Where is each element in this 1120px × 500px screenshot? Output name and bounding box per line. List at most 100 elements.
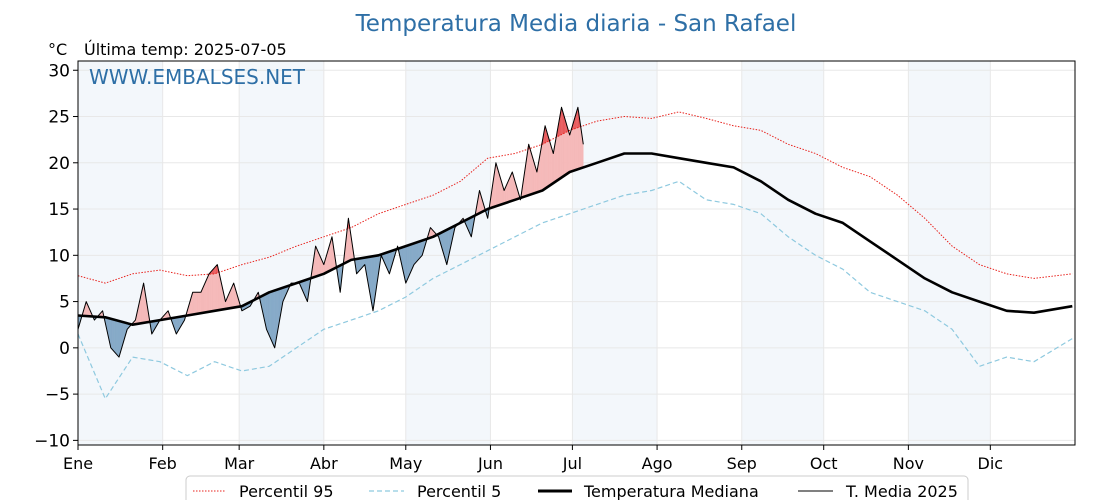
fill-below-median: [271, 290, 274, 345]
fill-above-median: [204, 279, 207, 313]
legend: Percentil 95 Percentil 5 Temperatura Med…: [185, 475, 969, 500]
x-tick-label: Ene: [63, 454, 93, 473]
legend-label-t2025: T. Media 2025: [845, 482, 958, 500]
fill-above-median: [316, 249, 319, 277]
x-axis: Ene Feb Mar Abr May Jun Jul Ago Sep Oct Nov Dic: [63, 445, 1003, 473]
month-band: [572, 61, 658, 445]
fill-above-median: [192, 292, 195, 315]
series-line-t2025: [77, 106, 584, 358]
fill-below-median: [413, 242, 416, 266]
x-tick-label: Jul: [562, 454, 582, 473]
y-tick-label: 10: [48, 246, 70, 266]
fill-below-median: [409, 243, 412, 274]
y-tick-label: −10: [34, 431, 70, 451]
fill-above-median: [509, 175, 512, 202]
legend-label-median: Temperatura Mediana: [583, 482, 759, 500]
fill-above-median: [568, 130, 570, 174]
fill-below-median: [111, 318, 114, 352]
series-line-median: [77, 152, 1073, 327]
month-band: [239, 61, 324, 445]
watermark: WWW.EMBALSES.NET: [89, 65, 306, 89]
fill-below-median: [117, 320, 120, 358]
fill-below-median: [267, 291, 270, 336]
fill-above-median: [547, 134, 550, 188]
fill-above-median: [203, 282, 206, 313]
x-tick-label: Mar: [224, 454, 255, 473]
last-temp-label: Última temp: 2025-07-05: [84, 40, 287, 59]
fill-above-median: [193, 292, 196, 315]
fill-below-median: [270, 291, 273, 342]
series-lines: [77, 106, 1073, 400]
fill-below-median: [406, 244, 409, 281]
fill-above-median: [208, 271, 211, 312]
y-tick-label: 15: [48, 200, 70, 220]
fill-below-median: [110, 318, 113, 350]
fill-above-median: [210, 270, 213, 312]
fill-below-median: [416, 241, 419, 263]
y-tick-label: −5: [45, 385, 70, 405]
x-tick-label: Nov: [893, 454, 924, 473]
chart-title: Temperatura Media diaria - San Rafael: [355, 11, 797, 37]
x-tick-label: Abr: [310, 454, 338, 473]
fill-above-median: [497, 167, 499, 207]
fill-below-median: [356, 258, 359, 275]
fill-below-median: [415, 242, 417, 264]
legend-box: [185, 475, 969, 500]
fill-above-median: [495, 162, 498, 207]
fill-below-median: [412, 243, 415, 268]
fill-above-median: [202, 286, 204, 314]
y-tick-label: 0: [59, 339, 70, 359]
fill-above-median: [196, 292, 199, 315]
fill-above-median: [569, 130, 572, 173]
x-tick-label: Dic: [978, 454, 1004, 473]
fill-above-median: [315, 245, 318, 277]
month-bands: [78, 61, 991, 445]
month-band: [741, 61, 824, 445]
series-line-p95: [77, 111, 1073, 284]
series-line-p5: [77, 180, 1073, 400]
legend-label-p5: Percentil 5: [417, 482, 501, 500]
fill-above-median: [570, 125, 573, 172]
x-tick-label: Feb: [149, 454, 177, 473]
fill-above-median: [197, 292, 200, 314]
x-tick-label: Oct: [810, 454, 838, 473]
fill-above-median: [510, 171, 513, 202]
y-tick-label: 30: [48, 61, 70, 81]
plot-frame: [77, 60, 1076, 446]
fill-above-median: [200, 289, 203, 314]
fill-above-median: [528, 144, 531, 196]
fill-below-median: [113, 319, 116, 353]
month-band: [908, 61, 991, 445]
x-tick-label: Jun: [477, 454, 503, 473]
unit-label: °C: [48, 40, 67, 59]
fill-below-median: [269, 291, 271, 339]
fill-below-median: [411, 243, 413, 271]
fill-below-median: [408, 244, 411, 277]
fill-above-median: [195, 292, 198, 315]
y-axis: 30 25 20 15 10 5 0 −5 −10: [34, 61, 78, 451]
fill-above-median: [531, 153, 533, 195]
fill-above-median: [529, 148, 532, 195]
fill-above-median: [207, 273, 210, 313]
fill-above-median: [211, 268, 214, 312]
fill-below-median: [273, 290, 275, 348]
month-band: [78, 61, 163, 445]
fill-below-median: [419, 240, 422, 259]
fill-below-median: [116, 320, 118, 357]
grid-lines: [77, 61, 1075, 445]
fill-below-median: [417, 241, 420, 261]
y-tick-label: 5: [59, 293, 70, 313]
y-tick-label: 25: [48, 108, 70, 128]
legend-label-p95: Percentil 95: [239, 482, 334, 500]
fill-above-median: [550, 144, 553, 186]
fill-above-median: [199, 292, 202, 314]
fill-above-median: [206, 276, 208, 313]
x-tick-label: May: [389, 454, 422, 473]
fill-below-median: [266, 292, 269, 333]
fill-above-median: [566, 125, 569, 175]
fill-below-median: [114, 319, 117, 355]
fill-above-median: [548, 139, 551, 187]
fill-below-median: [405, 245, 408, 284]
